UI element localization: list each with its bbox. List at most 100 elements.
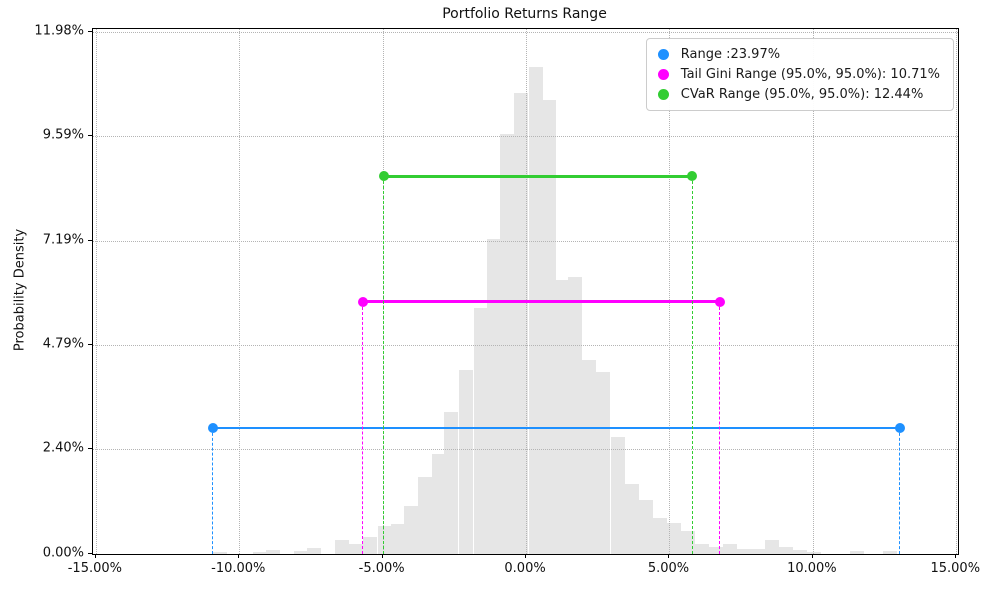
horizontal-gridline [93,136,958,138]
vertical-gridline [956,29,958,554]
histogram-bar [554,280,569,554]
histogram-bar [459,369,474,554]
histogram-bar [542,100,557,554]
histogram-bar [306,548,321,554]
range-line [212,426,901,430]
x-tick-label: -10.00% [211,561,266,576]
legend-label-tail-gini: Tail Gini Range (95.0%, 95.0%): 10.71% [680,67,940,82]
range-stem [211,428,213,554]
histogram-bar [582,360,597,554]
histogram-bar [625,483,640,554]
x-tick-label: 0.00% [504,561,546,576]
vertical-gridline [95,29,97,554]
cvar-range-stem [382,176,384,554]
vertical-gridline [812,29,814,554]
chart-title: Portfolio Returns Range [442,6,607,22]
y-tick-label: 2.40% [42,440,84,456]
legend-item-range: Range :23.97% [657,47,940,62]
histogram-bar [294,551,309,554]
x-tick-label: -15.00% [67,561,122,576]
histogram-bar [764,540,780,554]
histogram-bar [486,239,501,554]
tail-gini-range-endpoint-marker [358,296,369,307]
range-stem [899,428,901,554]
histogram-bar [883,551,898,554]
y-tick-label: 4.79% [42,336,84,352]
y-tick-label: 7.19% [42,232,84,248]
histogram-bar [349,544,364,554]
legend-item-tail-gini: Tail Gini Range (95.0%, 95.0%): 10.71% [657,67,940,82]
x-tick-label: 15.00% [930,561,981,576]
x-tick [668,554,670,558]
histogram-bar [473,307,488,554]
histogram-bar [695,544,710,554]
tail-gini-range-stem [718,301,720,554]
legend-marker-tail-gini-icon [657,69,669,80]
plot-area: Range :23.97% Tail Gini Range (95.0%, 95… [92,28,959,555]
histogram-bar [431,454,446,554]
x-tick-label: -5.00% [358,561,405,576]
histogram-bar [444,412,459,554]
histogram-bar [404,505,419,554]
x-tick [381,554,383,558]
histogram-bar [750,549,765,554]
histogram-bar [499,133,515,554]
vertical-gridline [526,29,528,554]
y-tick [88,135,92,137]
y-tick [88,344,92,346]
legend: Range :23.97% Tail Gini Range (95.0%, 95… [645,38,954,111]
x-tick [811,554,813,558]
cvar-range-line [383,175,693,178]
histogram-bar [212,551,227,554]
x-tick [955,554,957,558]
histogram-bar [850,550,865,554]
x-tick [94,554,96,558]
histogram-bar [792,550,807,554]
horizontal-gridline [93,345,958,347]
histogram-bar [377,525,392,554]
cvar-range-stem [691,176,693,554]
horizontal-gridline [93,449,958,451]
y-tick [88,239,92,241]
cvar-range-endpoint-marker [378,171,389,182]
histogram-bar [528,66,543,554]
histogram-bar [653,518,668,554]
legend-marker-range-icon [657,49,669,60]
histogram-bar [265,549,280,554]
tail-gini-range-line [363,300,720,303]
vertical-gridline [669,29,671,554]
histogram-bar [390,524,406,554]
y-tick [88,553,92,554]
y-tick [88,448,92,450]
y-tick-label: 11.98% [34,23,84,39]
histogram-bar [568,276,583,554]
histogram-bar [680,531,695,554]
range-endpoint-marker [895,423,906,434]
cvar-range-endpoint-marker [687,171,698,182]
histogram-bar [596,372,611,554]
tail-gini-range-stem [362,301,364,554]
x-tick [525,554,527,558]
legend-marker-cvar-icon [657,89,669,100]
vertical-gridline [239,29,241,554]
histogram-bar [722,544,737,554]
histogram-bar [639,500,654,554]
histogram-bar [514,92,529,554]
y-tick-label: 9.59% [42,127,84,143]
legend-label-range: Range :23.97% [680,47,781,62]
histogram-bar [252,551,267,554]
histogram-bar [417,476,432,554]
histogram-bar [778,546,793,554]
x-tick-label: 10.00% [787,561,837,576]
histogram-bar [335,540,350,554]
y-tick [88,31,92,33]
histogram-bar [736,549,751,554]
legend-label-cvar: CVaR Range (95.0%, 95.0%): 12.44% [680,87,924,102]
range-endpoint-marker [207,423,218,434]
tail-gini-range-endpoint-marker [714,296,725,307]
horizontal-gridline [93,240,958,242]
histogram-bar [363,537,378,554]
x-tick [238,554,240,558]
histogram-bar [709,546,724,554]
